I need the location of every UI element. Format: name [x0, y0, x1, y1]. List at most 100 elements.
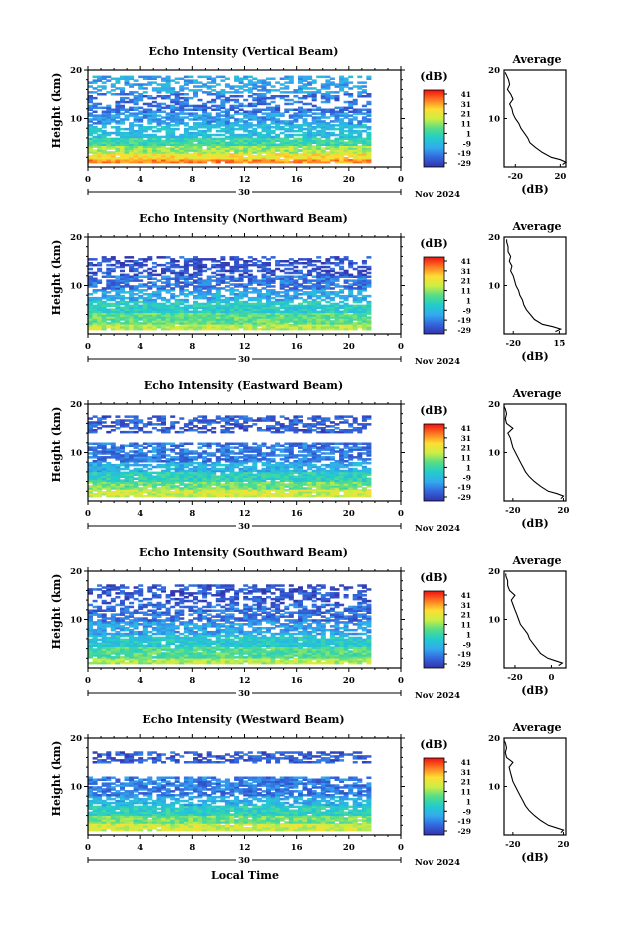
heatmap-cell: [357, 300, 363, 304]
heatmap-cell: [120, 147, 125, 150]
heatmap-cell: [238, 425, 244, 428]
heatmap-cell: [261, 287, 267, 290]
heatmap-cell: [298, 149, 303, 152]
heatmap-cell: [174, 77, 180, 80]
heatmap-cell: [320, 112, 326, 115]
heatmap-cell: [311, 137, 317, 141]
heatmap-cell: [151, 298, 157, 302]
heatmap-cell: [243, 489, 249, 492]
heatmap-cell: [124, 316, 130, 319]
heatmap-cell: [220, 147, 226, 150]
heatmap-cell: [275, 260, 281, 263]
heatmap-cell: [110, 93, 116, 96]
heatmap-cell: [352, 126, 358, 129]
heatmap-cell: [165, 81, 171, 84]
heatmap-cell: [311, 91, 317, 94]
heatmap-cell: [151, 415, 157, 418]
heatmap-cell: [133, 493, 139, 496]
heatmap-cell: [151, 316, 157, 319]
heatmap-cell: [316, 108, 322, 111]
heatmap-cell: [147, 153, 153, 156]
heatmap-cell: [110, 456, 116, 459]
heatmap-cell: [142, 327, 148, 331]
heatmap-cell: [329, 95, 335, 98]
heatmap-cell: [288, 155, 294, 158]
heatmap-cell: [202, 116, 208, 119]
heatmap-cell: [339, 145, 345, 148]
heatmap-cell: [174, 139, 180, 143]
heatmap-cell: [343, 147, 349, 150]
heatmap-cell: [307, 258, 313, 261]
heatmap-cell: [174, 283, 180, 286]
heatmap-cell: [110, 324, 116, 327]
heatmap-cell: [348, 265, 354, 269]
heatmap-cell: [215, 442, 221, 445]
heatmap-cell: [311, 159, 317, 162]
heatmap-cell: [293, 271, 299, 275]
heatmap-cell: [266, 312, 271, 315]
heatmap-cell: [298, 129, 303, 133]
heatmap-cell: [275, 324, 281, 327]
heatmap-cell: [183, 135, 189, 139]
heatmap-cell: [252, 127, 258, 131]
heatmap-cell: [101, 124, 107, 127]
heatmap-cell: [352, 296, 358, 300]
heatmap-cell: [193, 312, 198, 315]
heatmap-cell: [165, 465, 171, 469]
heatmap-cell: [133, 489, 139, 492]
heatmap-cell: [343, 306, 349, 310]
heatmap-cell: [165, 87, 171, 90]
heatmap-cell: [348, 324, 354, 327]
heatmap-cell: [316, 139, 322, 143]
heatmap-cell: [106, 493, 112, 496]
heatmap-cell: [266, 159, 271, 162]
heatmap-cell: [366, 149, 372, 152]
heatmap-cell: [101, 444, 107, 447]
heatmap-cell: [183, 471, 189, 475]
heatmap-cell: [183, 304, 189, 308]
heatmap-cell: [106, 452, 112, 455]
heatmap-cell: [298, 275, 303, 278]
heatmap-cell: [284, 151, 290, 154]
heatmap-cell: [311, 160, 317, 164]
heatmap-cell: [197, 312, 203, 315]
heatmap-cell: [120, 131, 125, 135]
heatmap-cell: [247, 112, 253, 115]
heatmap-cell: [138, 324, 144, 327]
heatmap-cell: [293, 275, 299, 278]
heatmap-cell: [261, 87, 267, 90]
heatmap-cell: [206, 463, 212, 467]
heatmap-cell: [151, 114, 157, 117]
heatmap-cell: [320, 75, 326, 79]
heatmap-cell: [256, 312, 262, 315]
heatmap-cell: [183, 463, 189, 467]
heatmap-cell: [106, 324, 112, 327]
heatmap-cell: [197, 147, 203, 150]
heatmap-cell: [293, 91, 299, 94]
heatmap-cell: [366, 283, 372, 286]
heatmap-cell: [106, 141, 112, 144]
heatmap-cell: [120, 118, 125, 121]
heatmap-cell: [215, 296, 221, 300]
heatmap-cell: [288, 116, 294, 119]
heatmap-cell: [256, 429, 262, 432]
heatmap-cell: [329, 127, 335, 131]
heatmap-cell: [339, 118, 345, 121]
heatmap-cell: [320, 114, 326, 117]
heatmap-cell: [298, 145, 303, 148]
heatmap-cell: [234, 475, 240, 478]
heatmap-cell: [188, 75, 194, 79]
heatmap-cell: [361, 273, 367, 277]
heatmap-cell: [229, 312, 235, 315]
heatmap-cell: [92, 448, 98, 451]
heatmap-cell: [106, 448, 112, 451]
heatmap-cell: [320, 294, 326, 298]
heatmap-cell: [220, 75, 226, 79]
heatmap-cell: [256, 479, 262, 482]
heatmap-cell: [156, 419, 162, 422]
heatmap-cell: [129, 326, 135, 329]
heatmap-cell: [307, 127, 313, 131]
heatmap-cell: [138, 87, 144, 90]
heatmap-cell: [197, 454, 203, 457]
heatmap-cell: [343, 149, 349, 152]
